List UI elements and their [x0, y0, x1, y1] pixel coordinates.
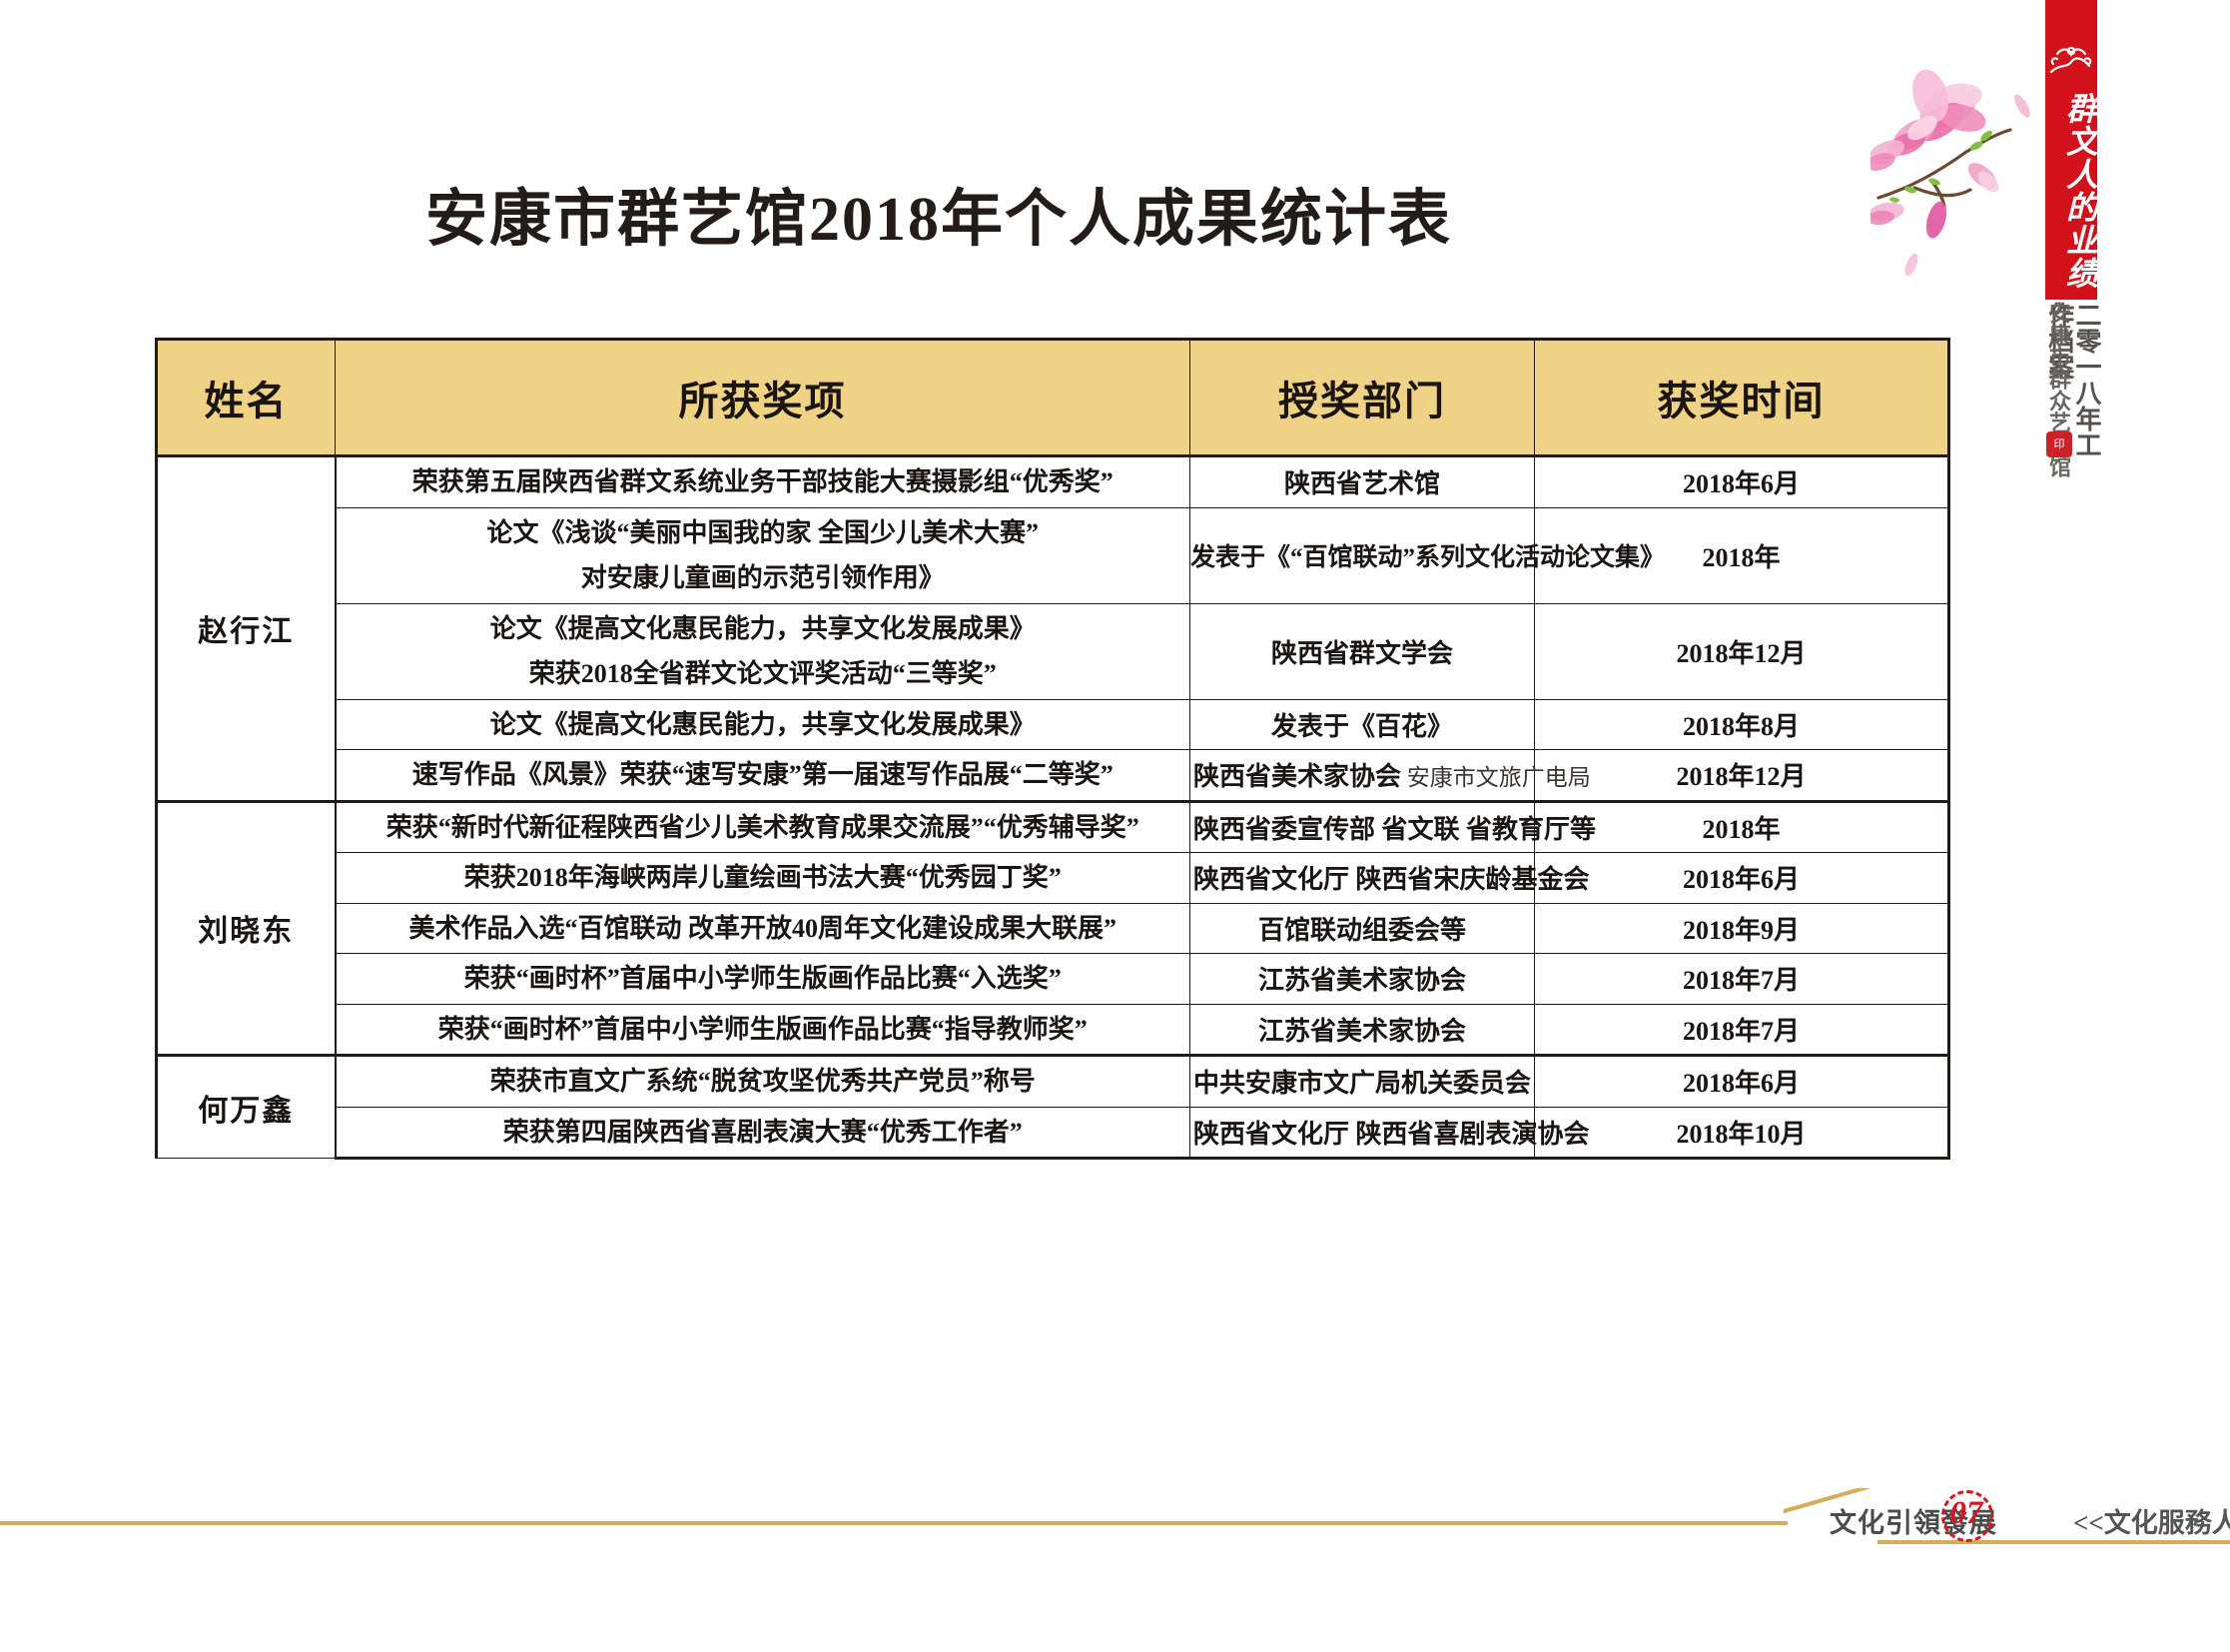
column-header-department: 授奖部门 [1189, 338, 1535, 457]
organization-name-text: 安康市群众艺术馆 [2046, 302, 2071, 477]
table-row: 荣获“画时杯”首届中小学师生版画作品比赛“指导教师奖” 江苏省美术家协会 2018年… [157, 1003, 1950, 1056]
department-cell: 陕西省文化厅 陕西省宋庆龄基金会 [1189, 852, 1590, 904]
person-name-cell: 赵行江 [155, 454, 337, 802]
award-date-cell: 2018年6月 [1534, 1054, 1950, 1108]
column-header-name: 姓名 [155, 338, 336, 457]
department-secondary-text: 安康市文旅广电局 [1401, 765, 1591, 791]
award-cell: 美术作品入选“百馆联动 改革开放40周年文化建设成果大联展” [335, 902, 1190, 954]
table-row: 何万鑫 荣获市直文广系统“脱贫攻坚优秀共产党员”称号 中共安康市文广局机关委员会 20… [155, 1054, 1950, 1159]
department-cell: 陕西省群文学会 [1189, 602, 1535, 700]
award-cell: 荣获“新时代新征程陕西省少儿美术教育成果交流展”“优秀辅导奖” [335, 799, 1190, 853]
award-date-cell: 2018年6月 [1534, 852, 1950, 904]
table-row: 速写作品《风景》荣获“速写安康”第一届速写作品展“二等奖” 陕西省美术家协会 安康… [157, 749, 1950, 802]
table-row: 美术作品入选“百馆联动 改革开放40周年文化建设成果大联展” 百馆联动组委会等 20… [157, 902, 1950, 954]
award-date-cell: 2018年 [1534, 799, 1950, 853]
award-date-cell: 2018年10月 [1534, 1106, 1950, 1160]
department-cell: 发表于《百花》 [1189, 698, 1535, 750]
achievements-table: 姓名 所获奖项 授奖部门 获奖时间 赵行江 荣获第五届陕西省群文系统业务干部技能大… [155, 338, 1950, 1160]
table-row: 荣获“画时杯”首届中小学师生版画作品比赛“入选奖” 江苏省美术家协会 2018年7月 [157, 953, 1950, 1005]
award-cell: 荣获2018年海峡两岸儿童绘画书法大赛“优秀园丁奖” [335, 852, 1190, 904]
person-name-cell: 刘晓东 [155, 799, 337, 1056]
award-date-cell: 2018年12月 [1534, 749, 1950, 802]
page-title: 安康市群艺馆2018年个人成果统计表 [424, 186, 1452, 254]
award-cell: 荣获市直文广系统“脱贫攻坚优秀共产党员”称号 [335, 1054, 1190, 1108]
archive-year-text: 二零一八年工作档案 [2044, 302, 2101, 457]
cloud-ornament-icon [2045, 42, 2097, 78]
award-cell: 荣获第四届陕西省喜剧表演大赛“优秀工作者” [335, 1106, 1190, 1160]
magnolia-branch-illustration [1865, 30, 2045, 320]
person-name-cell: 何万鑫 [155, 1054, 337, 1159]
department-cell: 江苏省美术家协会 [1189, 953, 1535, 1005]
award-cell: 论文《提高文化惠民能力，共享文化发展成果》 [335, 698, 1190, 750]
red-seal-stamp: 印 [2046, 431, 2072, 457]
table-body: 赵行江 荣获第五届陕西省群文系统业务干部技能大赛摄影组“优秀奖” 陕西省艺术馆 201… [155, 454, 1950, 1160]
award-date-cell: 2018年8月 [1534, 698, 1950, 750]
award-cell: 荣获“画时杯”首届中小学师生版画作品比赛“入选奖” [335, 953, 1190, 1005]
department-cell: 发表于《“百馆联动”系列文化活动论文集》 [1189, 506, 1665, 604]
department-cell: 陕西省委宣传部 省文联 省教育厅等 [1189, 799, 1596, 853]
award-cell: 论文《浅谈“美丽中国我的家 全国少儿美术大赛” 对安康儿童画的示范引领作用》 [335, 506, 1190, 604]
page-number-badge: 07 [1939, 1486, 1993, 1542]
table-row: 论文《提高文化惠民能力，共享文化发展成果》 发表于《百花》 2018年8月 [157, 698, 1950, 750]
award-cell: 荣获第五届陕西省群文系统业务干部技能大赛摄影组“优秀奖” [335, 454, 1190, 508]
footer-rule-right [1877, 1540, 2230, 1544]
table-row: 荣获2018年海峡两岸儿童绘画书法大赛“优秀园丁奖” 陕西省文化厅 陕西省宋庆龄基… [157, 852, 1950, 904]
department-cell: 中共安康市文广局机关委员会 [1189, 1054, 1535, 1108]
column-header-date: 获奖时间 [1534, 338, 1950, 457]
results-table-container: 姓名 所获奖项 授奖部门 获奖时间 赵行江 荣获第五届陕西省群文系统业务干部技能大… [155, 338, 1950, 1160]
department-cell: 百馆联动组委会等 [1189, 902, 1535, 954]
banner-title-text: 群文人的业绩 [2062, 92, 2098, 290]
table-row: 论文《浅谈“美丽中国我的家 全国少儿美术大赛” 对安康儿童画的示范引领作用》 发表于… [157, 506, 1950, 604]
department-cell: 陕西省美术家协会 安康市文旅广电局 [1189, 749, 1591, 802]
award-date-cell: 2018年9月 [1534, 902, 1950, 954]
table-row: 刘晓东 荣获“新时代新征程陕西省少儿美术教育成果交流展”“优秀辅导奖” 陕西省委宣传… [155, 799, 1950, 1056]
award-date-cell: 2018年7月 [1534, 1003, 1950, 1056]
column-header-award: 所获奖项 [335, 338, 1190, 457]
table-row: 荣获第四届陕西省喜剧表演大赛“优秀工作者” 陕西省文化厅 陕西省喜剧表演协会 201… [157, 1106, 1950, 1160]
award-date-cell: 2018年7月 [1534, 953, 1950, 1005]
table-row: 赵行江 荣获第五届陕西省群文系统业务干部技能大赛摄影组“优秀奖” 陕西省艺术馆 201… [155, 454, 1950, 802]
red-vertical-banner: 群文人的业绩 [2045, 0, 2098, 300]
award-date-cell: 2018年12月 [1534, 602, 1950, 700]
award-cell: 论文《提高文化惠民能力，共享文化发展成果》 荣获2018全省群文论文评奖活动“三等… [335, 602, 1190, 700]
table-row: 论文《提高文化惠民能力，共享文化发展成果》 荣获2018全省群文论文评奖活动“三等… [157, 602, 1950, 700]
department-cell: 陕西省文化厅 陕西省喜剧表演协会 [1189, 1106, 1590, 1160]
footer-rule-left [0, 1521, 1788, 1525]
award-cell: 速写作品《风景》荣获“速写安康”第一届速写作品展“二等奖” [335, 749, 1190, 802]
footer-right-text: <<文化服務人民 [2073, 1508, 2230, 1538]
award-cell: 荣获“画时杯”首届中小学师生版画作品比赛“指导教师奖” [335, 1003, 1190, 1056]
department-cell: 江苏省美术家协会 [1189, 1003, 1535, 1056]
department-cell: 陕西省艺术馆 [1189, 454, 1535, 508]
award-date-cell: 2018年6月 [1534, 454, 1950, 508]
award-date-cell: 2018年 [1534, 506, 1950, 604]
table-header-row: 姓名 所获奖项 授奖部门 获奖时间 [155, 338, 1950, 457]
